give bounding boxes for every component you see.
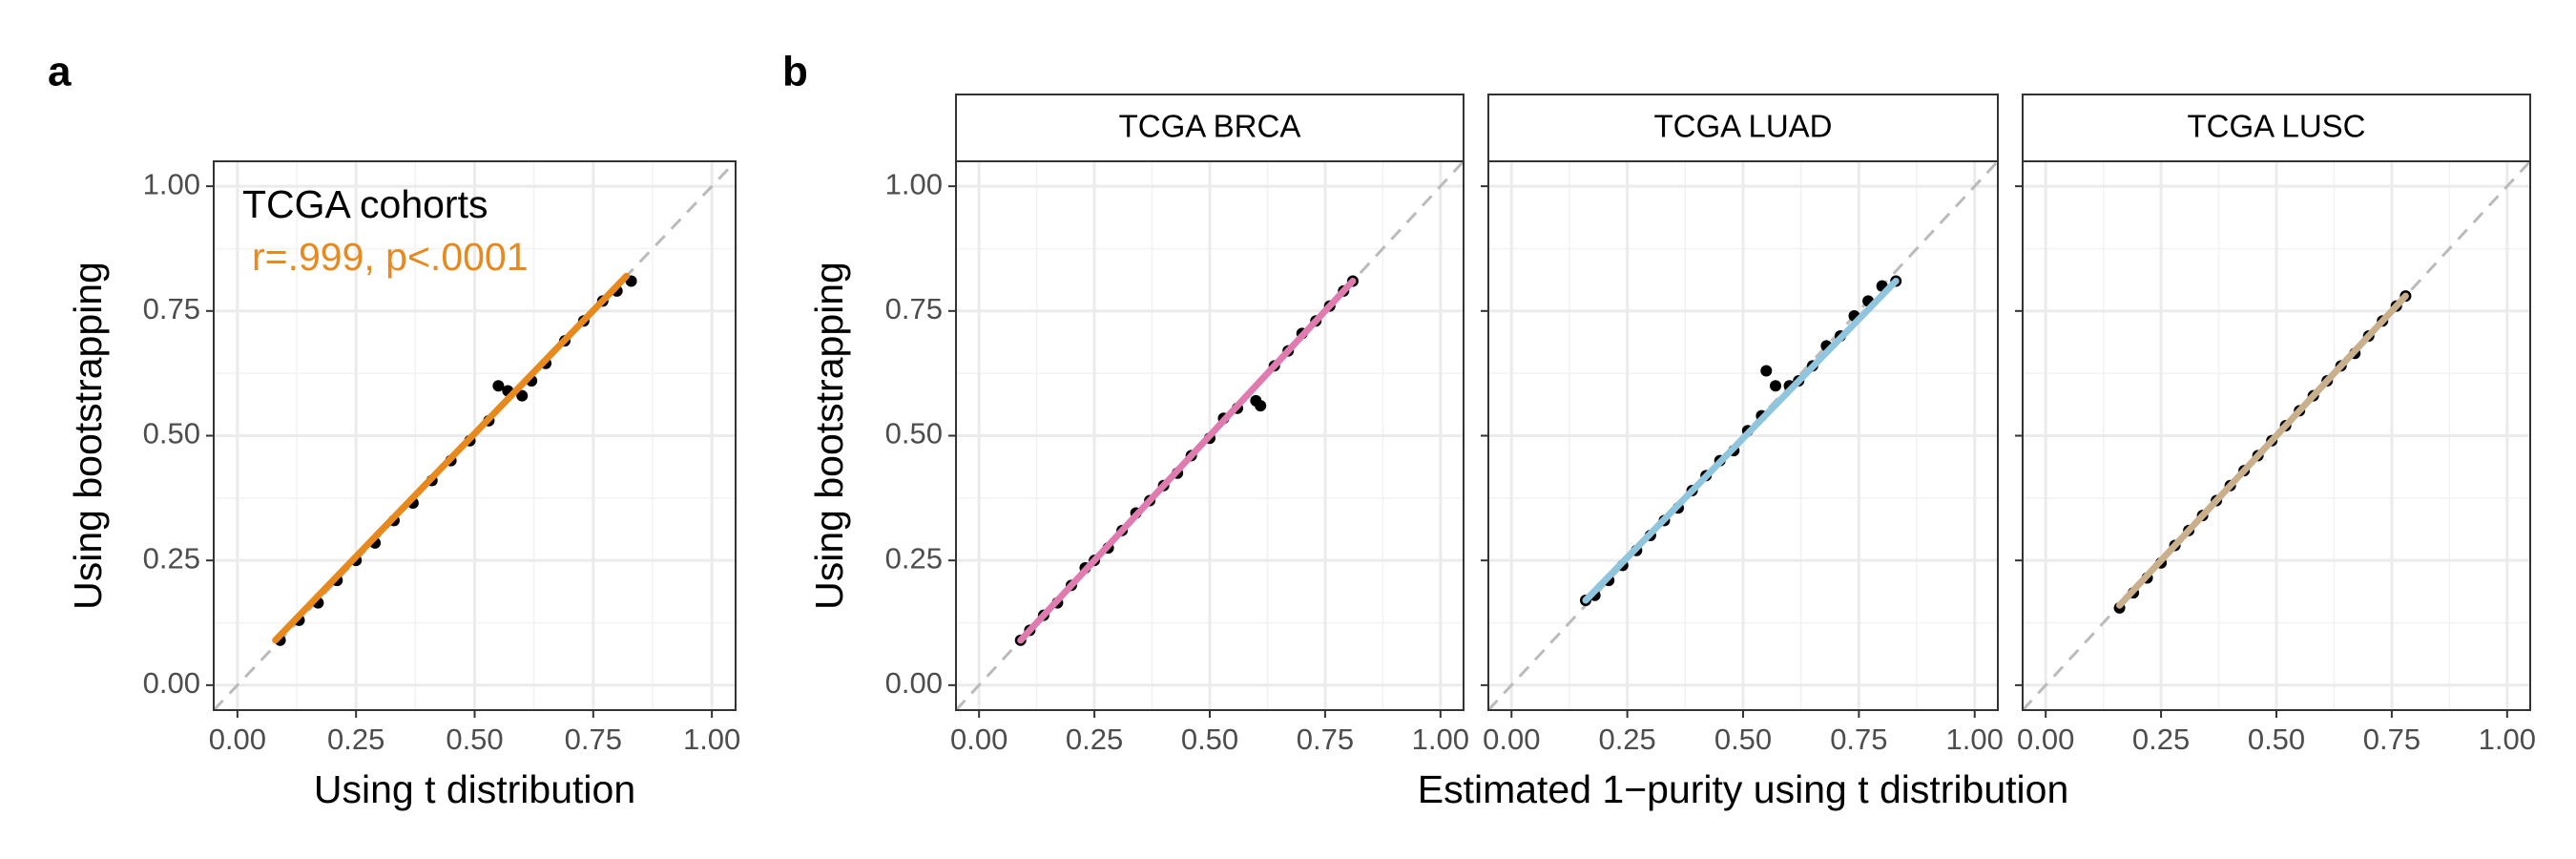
fit-line (1582, 277, 1900, 604)
x-axis-title: Estimated 1−purity using t distribution (1418, 767, 2069, 811)
x-tick-label: 0.50 (1714, 723, 1772, 756)
x-tick-label: 1.00 (2479, 723, 2536, 756)
x-tick-label: 0.50 (2248, 723, 2305, 756)
x-tick-label: 0.75 (1297, 723, 1354, 756)
y-axis-title: Using bootstrapping (807, 262, 851, 610)
fit-line (272, 272, 631, 644)
x-tick-label: 0.75 (565, 723, 622, 756)
y-tick-label: 0.25 (885, 541, 943, 575)
panel-label: b (782, 49, 808, 95)
annotation: r=.999, p<.0001 (252, 235, 529, 279)
x-tick-label: 1.00 (1946, 723, 2004, 756)
strip-label: TCGA BRCA (1119, 109, 1301, 144)
x-tick-label: 0.25 (327, 723, 384, 756)
y-tick-label: 0.50 (885, 417, 943, 450)
y-tick-label: 0.75 (885, 292, 943, 325)
fit-line (1017, 277, 1357, 644)
x-tick-label: 0.25 (2132, 723, 2190, 756)
point (1760, 365, 1773, 377)
y-tick-label: 0.75 (143, 292, 200, 325)
x-tick-label: 0.75 (2363, 723, 2420, 756)
x-tick-label: 0.00 (209, 723, 266, 756)
y-axis-title: Using bootstrapping (66, 262, 110, 610)
strip (955, 94, 1465, 162)
point (1255, 400, 1267, 412)
y-tick-label: 1.00 (143, 167, 200, 200)
x-tick-label: 0.25 (1066, 723, 1123, 756)
x-tick-label: 0.75 (1830, 723, 1887, 756)
strip (1487, 94, 1999, 162)
fit-line (2116, 292, 2409, 609)
y-tick-label: 0.25 (143, 541, 200, 575)
x-tick-label: 0.00 (2017, 723, 2074, 756)
strip (2022, 94, 2531, 162)
y-tick-label: 0.00 (885, 666, 943, 700)
x-tick-label: 1.00 (683, 723, 740, 756)
x-tick-label: 0.00 (950, 723, 1008, 756)
point (516, 389, 529, 402)
x-tick-label: 0.50 (446, 723, 503, 756)
x-tick-label: 0.50 (1181, 723, 1238, 756)
x-tick-label: 0.25 (1598, 723, 1655, 756)
y-tick-label: 1.00 (885, 167, 943, 200)
panel-label: a (48, 49, 72, 95)
y-tick-label: 0.00 (143, 666, 200, 700)
y-tick-label: 0.50 (143, 417, 200, 450)
point (492, 380, 505, 392)
strip-label: TCGA LUSC (2187, 109, 2365, 144)
annotation: TCGA cohorts (242, 182, 488, 226)
x-tick-label: 0.00 (1483, 723, 1540, 756)
x-axis-title: Using t distribution (314, 767, 635, 811)
x-tick-label: 1.00 (1412, 723, 1469, 756)
strip-label: TCGA LUAD (1653, 109, 1832, 144)
point (1769, 380, 1781, 392)
panel-border (213, 160, 737, 711)
